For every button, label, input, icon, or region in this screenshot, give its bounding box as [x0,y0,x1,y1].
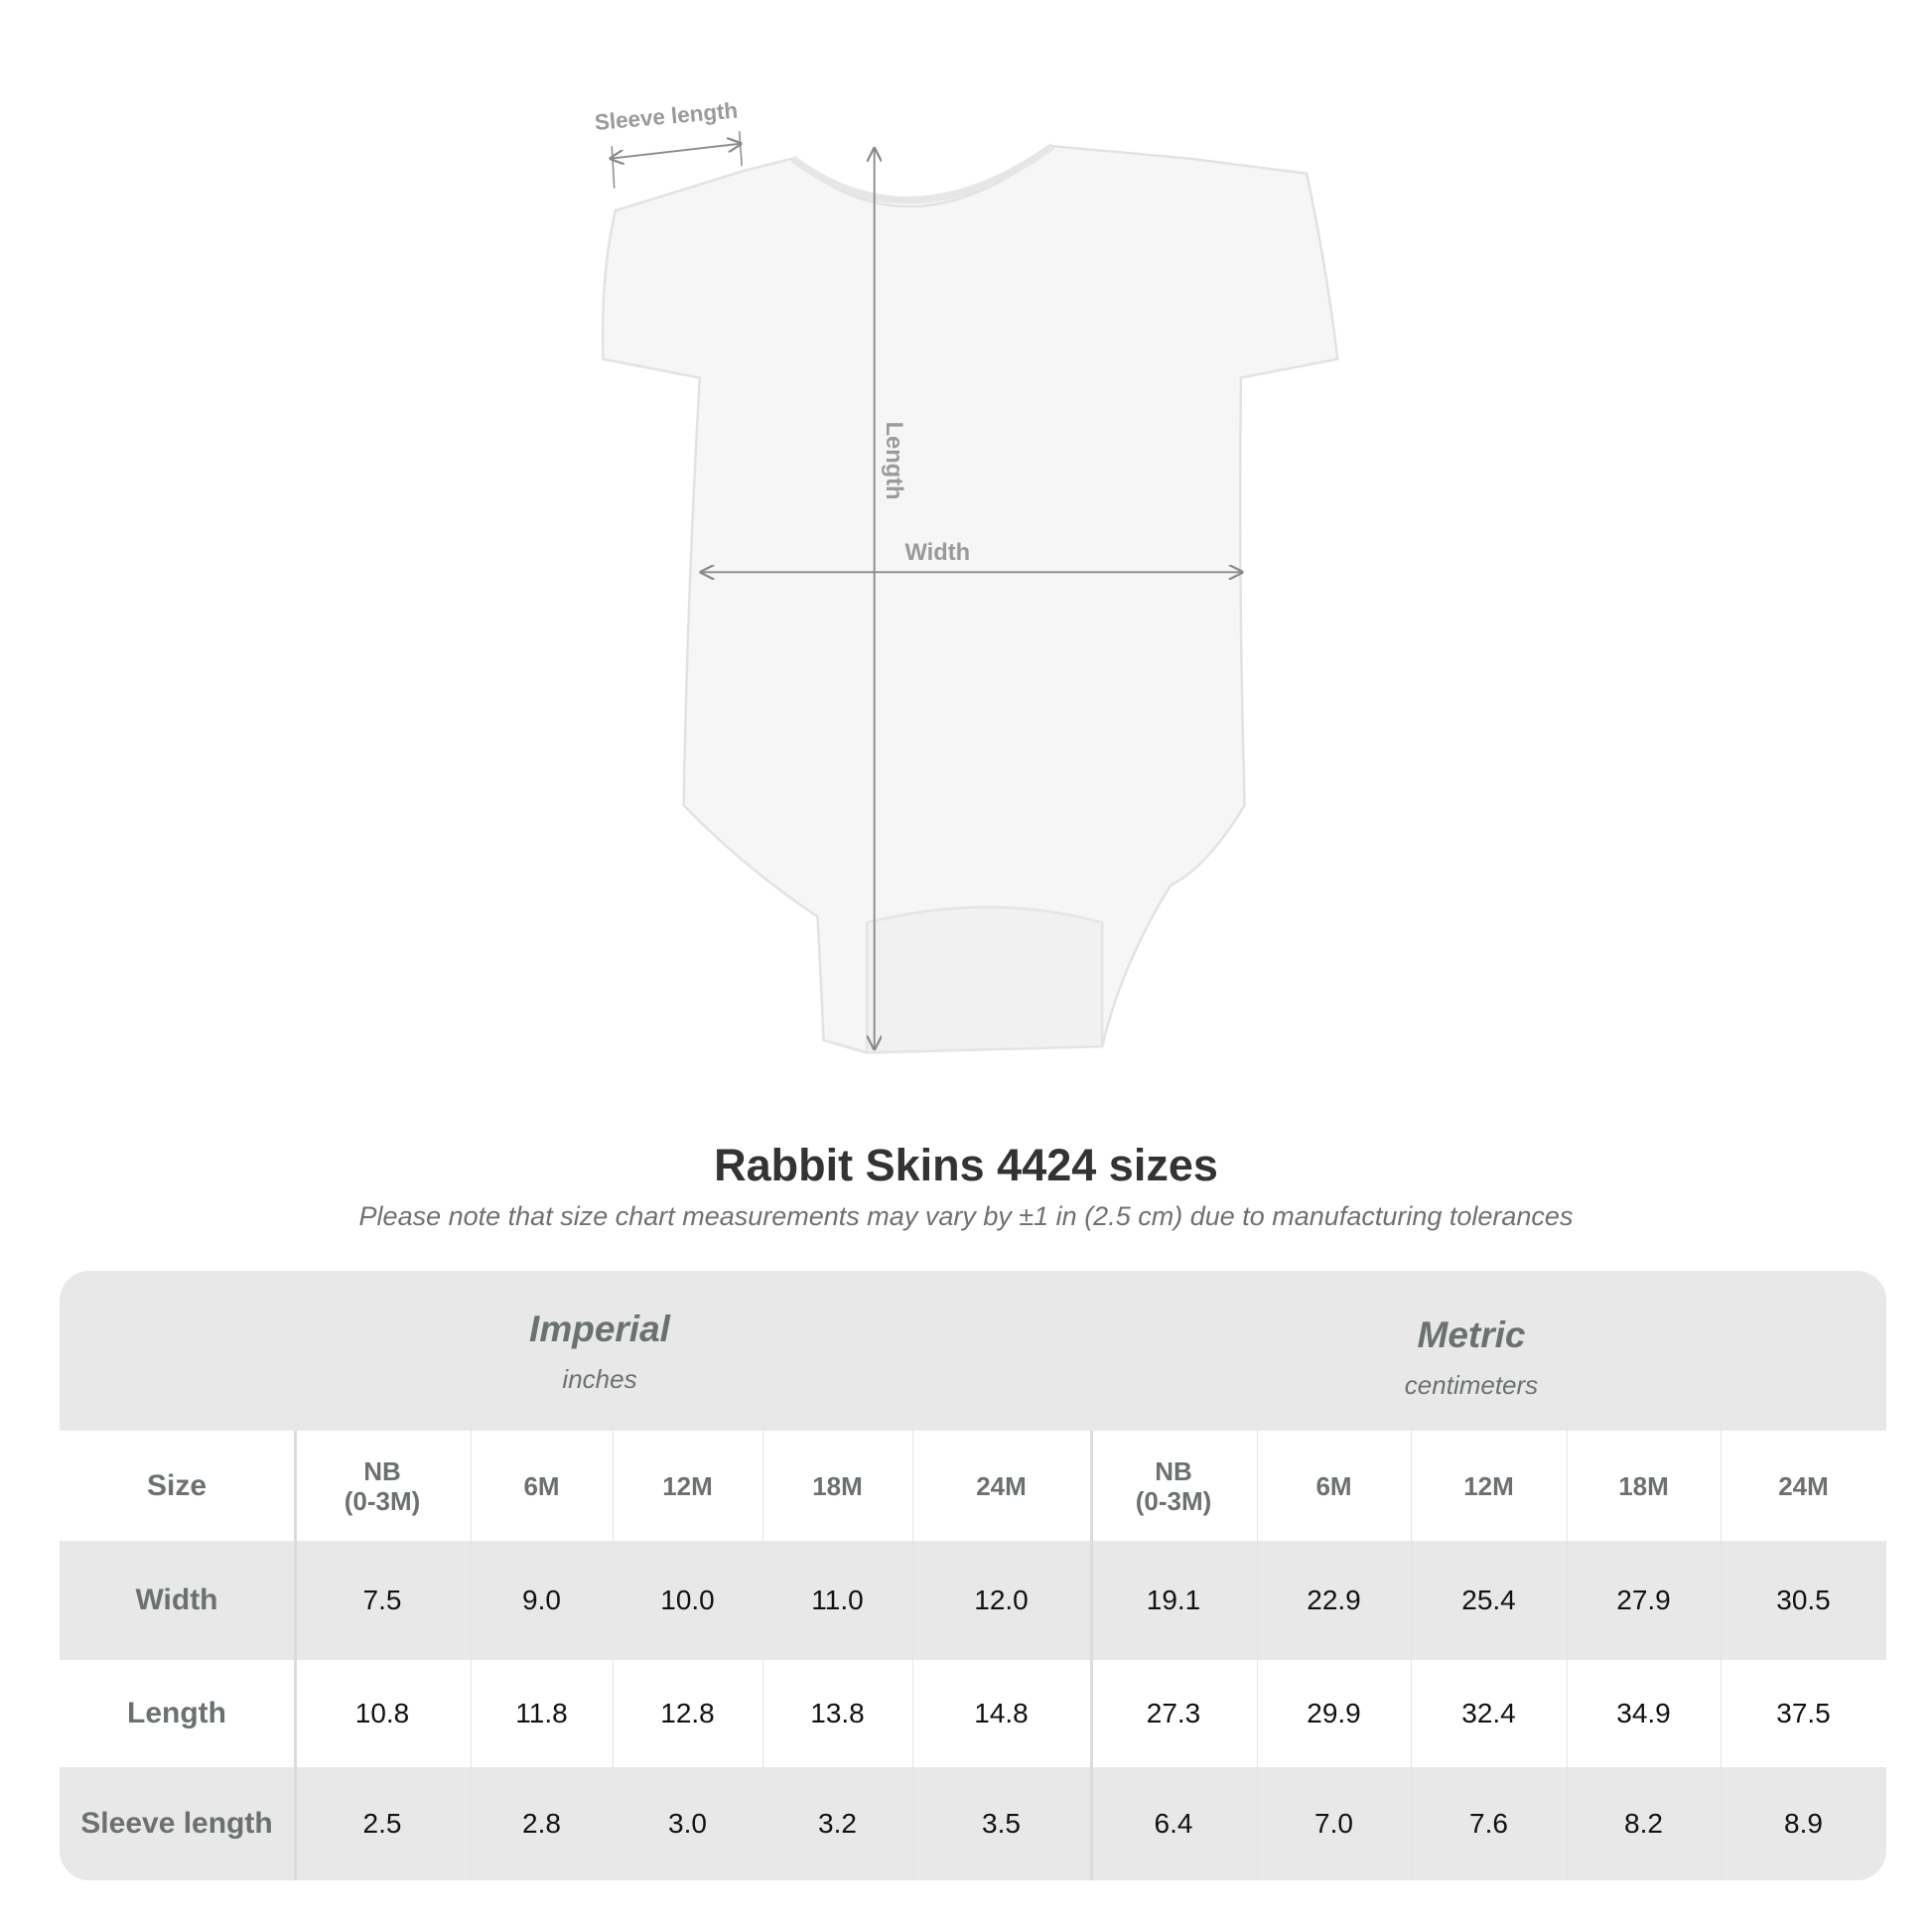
table-cell: 11.0 [811,1585,864,1615]
header-band [60,1271,1886,1431]
column-divider [762,1431,763,1880]
size-column-header: 24M [976,1470,1027,1501]
table-cell: 19.1 [1146,1585,1201,1615]
size-column-header: 6M [523,1470,560,1501]
column-divider [1090,1431,1093,1880]
table-cell: 9.0 [522,1585,561,1615]
onesie-neckline [790,143,1055,205]
column-divider [912,1431,913,1880]
column-divider [294,1431,297,1880]
size-column-header: NB (0-3M) [344,1455,421,1516]
column-divider [1567,1431,1568,1880]
table-cell: 12.0 [974,1585,1029,1615]
table-cell: 22.9 [1307,1585,1361,1615]
column-divider [1721,1431,1722,1880]
metric-header: Metric centimeters [1322,1314,1620,1401]
table-cell: 3.2 [818,1808,857,1839]
length-label: Length [881,422,906,500]
width-label: Width [905,540,971,566]
table-cell: 7.5 [362,1585,402,1615]
row-label: Width [135,1584,218,1616]
metric-title: Metric [1417,1314,1526,1355]
imperial-unit: inches [562,1364,637,1394]
imperial-title: Imperial [529,1309,670,1349]
table-cell: 32.4 [1461,1698,1516,1728]
size-column-header: 12M [1463,1470,1514,1501]
table-cell: 12.8 [660,1698,715,1728]
column-divider [471,1431,472,1880]
row-label: Sleeve length [80,1807,273,1840]
table-cell: 6.4 [1154,1808,1193,1839]
table-cell: 14.8 [974,1698,1029,1728]
table-cell: 7.6 [1469,1808,1508,1839]
size-column-header: 24M [1778,1470,1829,1501]
table-cell: 10.0 [660,1585,715,1615]
row-label: Length [127,1697,226,1729]
metric-unit: centimeters [1404,1370,1539,1400]
row-band-sleeve [60,1767,1886,1880]
table-cell: 27.3 [1146,1698,1201,1728]
column-divider [613,1431,614,1880]
table-cell: 8.9 [1784,1808,1823,1839]
table-cell: 2.5 [362,1808,402,1839]
column-divider [1411,1431,1412,1880]
sleeve-arrow [611,144,741,159]
table-cell: 27.9 [1616,1585,1671,1615]
table-cell: 13.8 [810,1698,865,1728]
size-table: Imperial inches Metric centimeters Size N… [60,1271,1886,1880]
sleeve-length-label: Sleeve length [594,97,739,135]
table-cell: 30.5 [1776,1585,1831,1615]
table-cell: 29.9 [1307,1698,1361,1728]
table-cell: 34.9 [1616,1698,1671,1728]
onesie-body [601,144,1339,1054]
size-column-header: 6M [1315,1470,1352,1501]
size-column-header: 18M [1618,1470,1669,1501]
table-cell: 7.0 [1314,1808,1353,1839]
table-cell: 8.2 [1624,1808,1663,1839]
size-header: Size [146,1468,207,1502]
table-cell: 3.0 [668,1808,707,1839]
table-cell: 10.8 [354,1698,410,1728]
row-band-width [60,1541,1886,1660]
tolerance-note: Please note that size chart measurements… [358,1201,1574,1231]
table-cell: 37.5 [1776,1698,1831,1728]
page-title: Rabbit Skins 4424 sizes [714,1140,1218,1190]
size-column-header: NB (0-3M) [1135,1455,1212,1516]
table-cell: 25.4 [1461,1585,1516,1615]
size-column-header: 12M [662,1470,713,1501]
column-divider [1257,1431,1258,1880]
table-cell: 11.8 [515,1698,568,1728]
imperial-header: Imperial inches [451,1309,749,1395]
size-column-header: 18M [812,1470,863,1501]
onesie-crotch-flap [865,905,1104,1054]
table-cell: 3.5 [982,1808,1021,1839]
table-cell: 2.8 [522,1808,561,1839]
